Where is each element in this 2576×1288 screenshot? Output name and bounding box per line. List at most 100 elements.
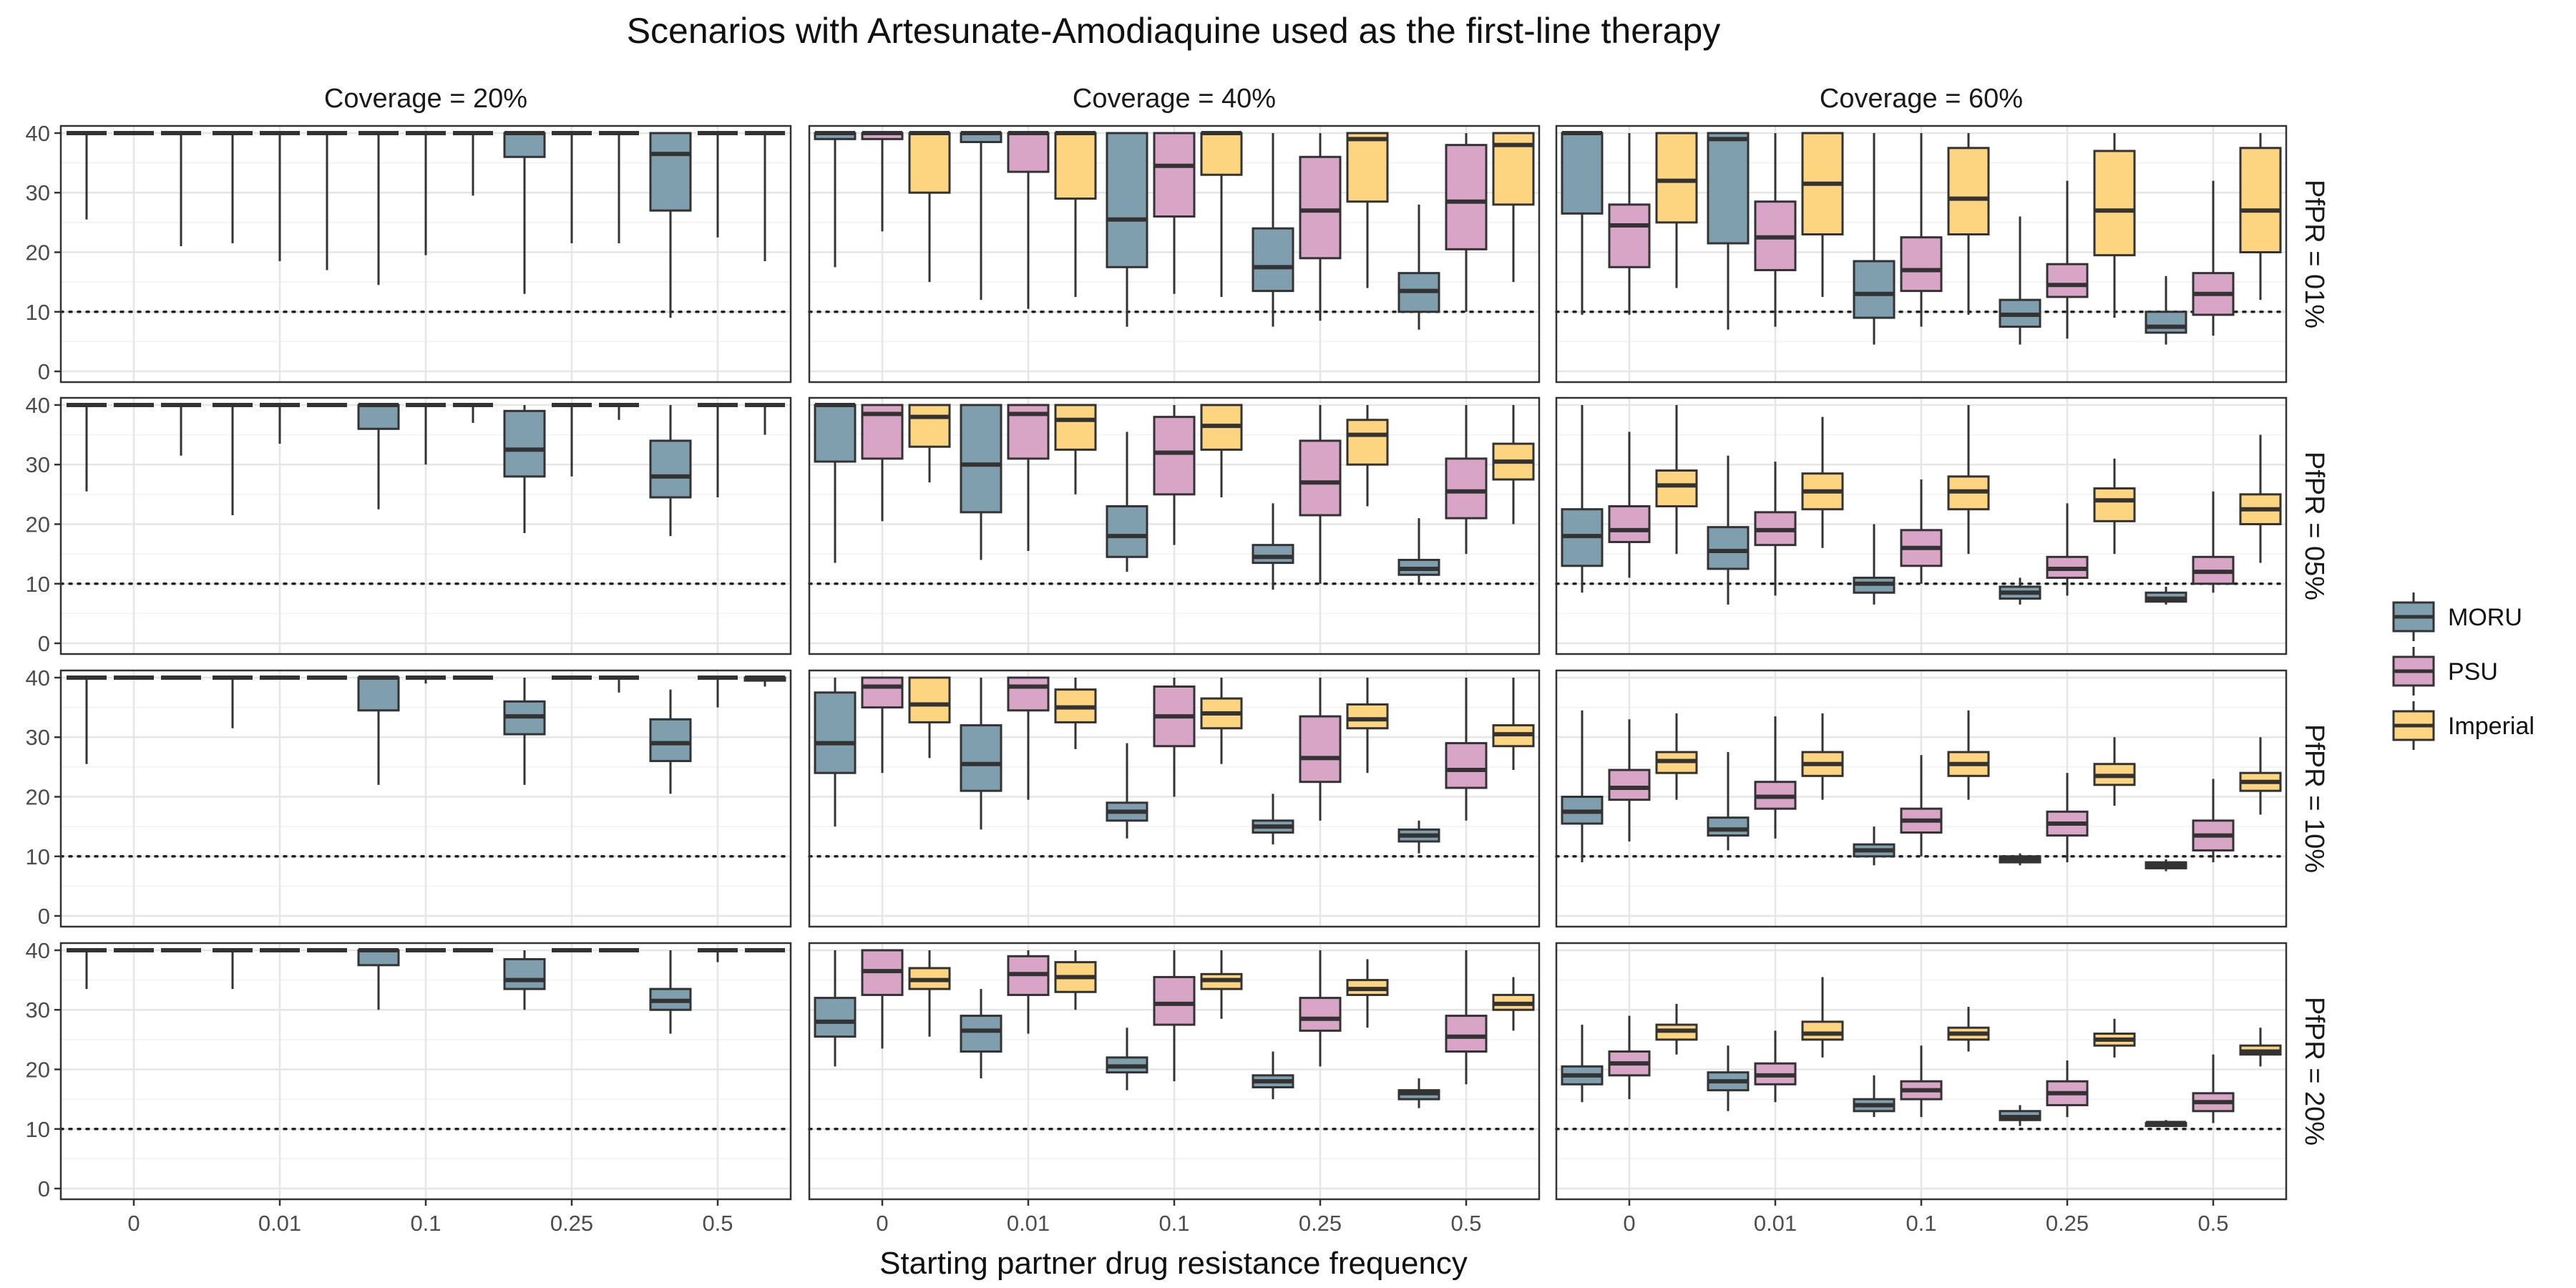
box-body: [1707, 132, 1750, 245]
box-psu: [260, 402, 300, 444]
box-psu: [2046, 773, 2089, 863]
box-body: [814, 404, 857, 463]
box-psu: [260, 130, 300, 261]
panel-border: [808, 669, 1541, 928]
box-psu: [1007, 950, 1050, 1034]
box-body: [357, 949, 400, 967]
box-imperial: [2239, 132, 2282, 301]
box-body: [503, 132, 546, 158]
box-moru: [960, 677, 1002, 830]
legend-item: PSU: [2392, 647, 2498, 696]
panel-border: [59, 669, 792, 928]
box-body: [1801, 1020, 1844, 1041]
row-strips: PfPR = 01% PfPR = 05% PfPR = 10% PfPR = 20%: [2299, 180, 2329, 1146]
box-moru: [814, 677, 857, 827]
box-moru: [67, 402, 107, 492]
box-moru: [357, 675, 400, 785]
box-body: [503, 409, 546, 478]
box-imperial: [1346, 132, 1389, 288]
y-tick-label: 40: [26, 665, 50, 691]
x-tick-label: 0.01: [258, 1211, 301, 1236]
box-imperial: [599, 130, 639, 244]
box-body: [1608, 505, 1651, 543]
box-imperial: [1492, 404, 1535, 525]
box-psu: [1445, 132, 1488, 312]
box-imperial: [2239, 1028, 2282, 1067]
box-moru: [1252, 132, 1294, 327]
box-psu: [1608, 431, 1651, 578]
box-moru: [960, 404, 1002, 560]
box-psu: [2046, 503, 2089, 596]
box-psu: [861, 404, 904, 522]
legend: MORU PSU Imperial: [2392, 592, 2534, 750]
box-body: [1299, 997, 1342, 1032]
box-imperial: [2093, 1018, 2136, 1058]
box-moru: [1397, 518, 1440, 584]
box-psu: [2046, 180, 2089, 339]
box-psu: [406, 130, 446, 255]
y-tick-label: 30: [26, 725, 50, 750]
box-imperial: [1054, 404, 1097, 494]
legend-label: Imperial: [2448, 713, 2534, 740]
box-moru: [649, 689, 692, 794]
box-imperial: [908, 950, 951, 1037]
y-tick-label: 20: [26, 785, 50, 810]
box-body: [1007, 132, 1050, 173]
box-psu: [1754, 716, 1797, 839]
box-moru: [1853, 1075, 1896, 1118]
panel: [59, 669, 792, 928]
column-strip-label: Coverage = 20%: [324, 84, 527, 114]
box-psu: [698, 402, 738, 498]
box-body: [960, 1015, 1002, 1053]
box-imperial: [1801, 132, 1844, 297]
legend-label: PSU: [2448, 658, 2498, 686]
box-imperial: [2239, 434, 2282, 563]
box-psu: [2192, 1054, 2235, 1123]
box-moru: [1397, 820, 1440, 854]
box-moru: [1106, 743, 1148, 839]
panels: [59, 125, 2288, 1201]
box-body: [1707, 816, 1750, 837]
box-body: [1853, 260, 1896, 319]
box-imperial: [1801, 416, 1844, 548]
box-moru: [1106, 431, 1148, 572]
y-tick-label: 30: [26, 180, 50, 205]
x-tick-label: 0.01: [1007, 1211, 1050, 1236]
box-moru: [1252, 1051, 1294, 1100]
box-imperial: [1054, 677, 1097, 749]
box-body: [1608, 203, 1651, 268]
box-psu: [1007, 404, 1050, 551]
x-tick-label: 0.25: [2046, 1211, 2089, 1236]
box-imperial: [908, 130, 951, 283]
box-body: [1445, 742, 1488, 789]
box-imperial: [599, 675, 639, 693]
box-psu: [1299, 132, 1342, 321]
box-body: [908, 404, 951, 448]
box-body: [503, 957, 546, 990]
box-moru: [649, 404, 692, 537]
box-moru: [1561, 404, 1604, 593]
box-body: [1153, 416, 1196, 496]
box-body: [960, 404, 1002, 514]
box-moru: [1999, 577, 2041, 605]
y-tick-label: 0: [38, 904, 50, 929]
box-psu: [1007, 130, 1050, 309]
box-moru: [649, 132, 692, 318]
box-psu: [1299, 677, 1342, 821]
y-tick-label: 10: [26, 1117, 50, 1142]
box-imperial: [1655, 132, 1698, 288]
box-body: [908, 132, 951, 194]
panel-border: [1555, 669, 2288, 928]
panel: [808, 669, 1541, 928]
box-imperial: [1947, 710, 1990, 800]
row-strip-label: PfPR = 20%: [2299, 997, 2329, 1146]
box-imperial: [1655, 1003, 1698, 1055]
box-body: [1054, 404, 1097, 451]
box-moru: [503, 130, 546, 294]
box-body: [357, 676, 400, 712]
box-moru: [1999, 1105, 2041, 1126]
box-body: [1608, 769, 1651, 801]
box-moru: [1561, 130, 1604, 315]
row-strip-label: PfPR = 10%: [2299, 724, 2329, 873]
column-strip-label: Coverage = 40%: [1073, 84, 1276, 114]
